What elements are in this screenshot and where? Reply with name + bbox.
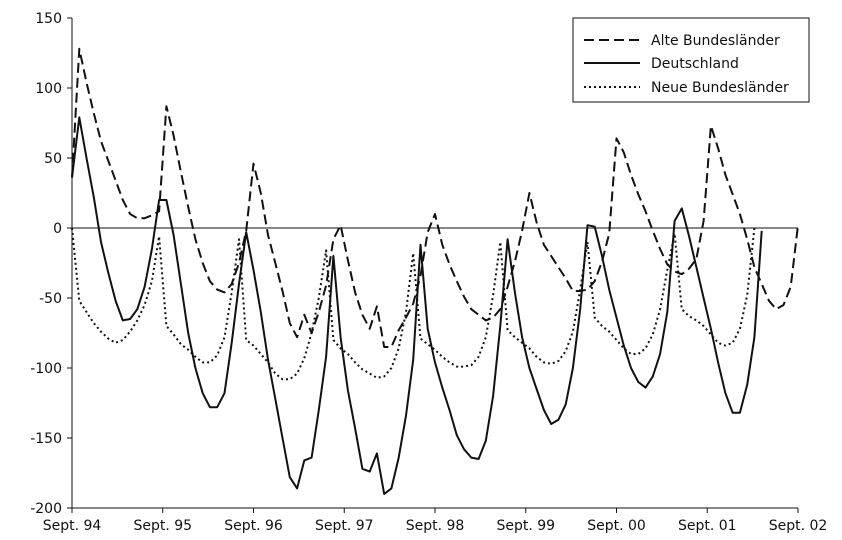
- x-tick-label: Sept. 01: [678, 518, 737, 534]
- x-tick-label: Sept. 02: [769, 518, 828, 534]
- x-tick-label: Sept. 99: [496, 518, 555, 534]
- y-tick-label: -200: [30, 501, 62, 517]
- y-tick-label: -50: [39, 291, 62, 307]
- y-tick-label: -150: [30, 431, 62, 447]
- x-tick-label: Sept. 98: [406, 518, 465, 534]
- legend-label-deutschland: Deutschland: [651, 56, 739, 72]
- legend-label-neue: Neue Bundesländer: [651, 80, 789, 96]
- x-tick-label: Sept. 94: [43, 518, 102, 534]
- x-tick-label: Sept. 00: [587, 518, 646, 534]
- x-tick-label: Sept. 97: [315, 518, 374, 534]
- y-tick-label: 150: [35, 11, 62, 27]
- legend-box: [572, 17, 810, 103]
- x-tick-label: Sept. 96: [224, 518, 283, 534]
- series-line-alte-bundeslaender: [71, 47, 799, 348]
- y-tick-label: 100: [35, 81, 62, 97]
- y-tick-label: -100: [30, 361, 62, 377]
- legend-label-alte: Alte Bundesländer: [651, 33, 780, 49]
- series-line-deutschland: [71, 116, 763, 495]
- legend: Alte Bundesländer Deutschland Neue Bunde…: [572, 17, 810, 103]
- x-tick-label: Sept. 95: [133, 518, 192, 534]
- y-tick-label: 0: [53, 221, 62, 237]
- series-layer: [71, 47, 799, 495]
- y-tick-label: 50: [44, 151, 62, 167]
